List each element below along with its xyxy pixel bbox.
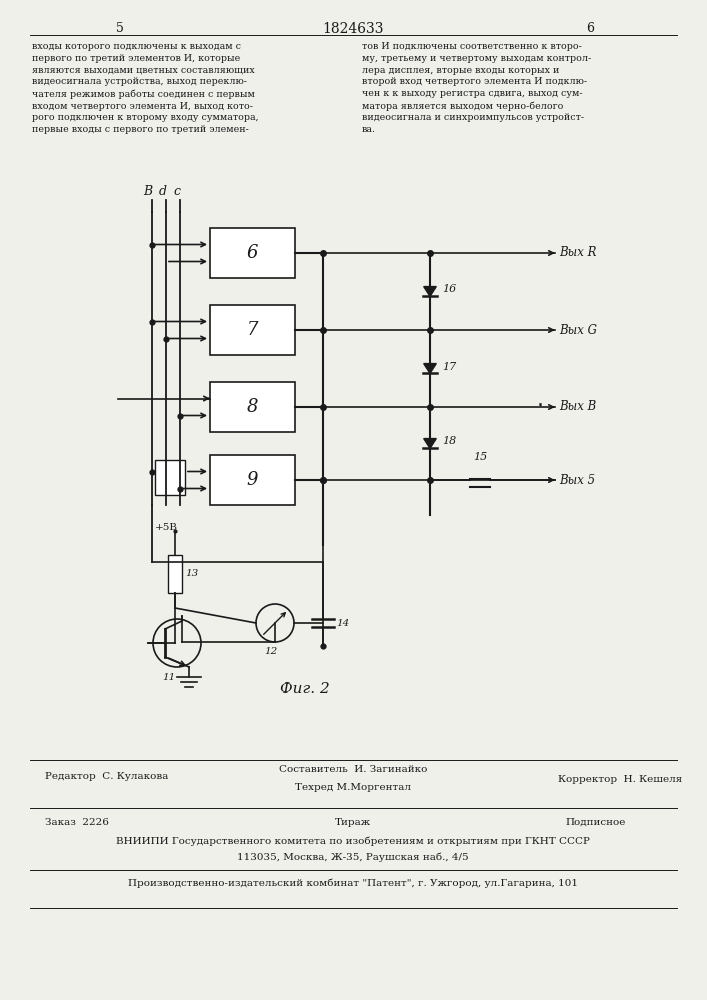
Text: 13: 13 bbox=[185, 570, 198, 578]
Bar bbox=[155, 460, 185, 495]
Text: Вых R: Вых R bbox=[559, 246, 597, 259]
Text: 15: 15 bbox=[473, 452, 487, 462]
Polygon shape bbox=[423, 364, 436, 373]
Text: 1824633: 1824633 bbox=[322, 22, 384, 36]
Text: Фиг. 2: Фиг. 2 bbox=[280, 682, 330, 696]
Text: 7: 7 bbox=[247, 321, 258, 339]
Text: ·: · bbox=[537, 396, 544, 416]
Text: Заказ  2226: Заказ 2226 bbox=[45, 818, 109, 827]
Text: 14: 14 bbox=[336, 618, 349, 628]
Text: d: d bbox=[159, 185, 167, 198]
Text: c: c bbox=[173, 185, 180, 198]
Bar bbox=[210, 228, 295, 278]
Text: Вых 5: Вых 5 bbox=[559, 474, 595, 487]
Bar bbox=[210, 382, 295, 432]
Text: +5В: +5В bbox=[155, 522, 178, 532]
Bar bbox=[210, 305, 295, 355]
Text: ВНИИПИ Государственного комитета по изобретениям и открытиям при ГКНТ СССР: ВНИИПИ Государственного комитета по изоб… bbox=[116, 836, 590, 846]
Text: 9: 9 bbox=[247, 471, 258, 489]
Text: 11: 11 bbox=[163, 673, 175, 682]
Text: Производственно-издательский комбинат "Патент", г. Ужгород, ул.Гагарина, 101: Производственно-издательский комбинат "П… bbox=[128, 878, 578, 888]
Text: входы которого подключены к выходам с
первого по третий элементов И, которые
явл: входы которого подключены к выходам с пе… bbox=[32, 42, 259, 134]
Polygon shape bbox=[423, 439, 436, 448]
Text: Вых В: Вых В bbox=[559, 400, 596, 414]
Text: 18: 18 bbox=[442, 436, 456, 446]
Text: 6: 6 bbox=[586, 22, 594, 35]
Text: Тираж: Тираж bbox=[335, 818, 371, 827]
Text: Составитель  И. Загинайко: Составитель И. Загинайко bbox=[279, 765, 427, 774]
Text: Техред М.Моргентал: Техред М.Моргентал bbox=[295, 783, 411, 792]
Text: Вых G: Вых G bbox=[559, 324, 597, 336]
Text: тов И подключены соответственно к второ-
му, третьему и четвертому выходам контр: тов И подключены соответственно к второ-… bbox=[362, 42, 591, 134]
Text: Редактор  С. Кулакова: Редактор С. Кулакова bbox=[45, 772, 168, 781]
Text: 113035, Москва, Ж-35, Раушская наб., 4/5: 113035, Москва, Ж-35, Раушская наб., 4/5 bbox=[237, 852, 469, 861]
Text: B: B bbox=[144, 185, 153, 198]
Text: 16: 16 bbox=[442, 284, 456, 294]
Text: 5: 5 bbox=[116, 22, 124, 35]
Bar bbox=[168, 555, 182, 593]
Text: Корректор  Н. Кешеля: Корректор Н. Кешеля bbox=[558, 775, 682, 784]
Polygon shape bbox=[423, 287, 436, 296]
Text: 12: 12 bbox=[264, 647, 278, 656]
Bar bbox=[210, 455, 295, 505]
Text: 6: 6 bbox=[247, 244, 258, 262]
Text: Подписное: Подписное bbox=[565, 818, 626, 827]
Text: 17: 17 bbox=[442, 361, 456, 371]
Text: 8: 8 bbox=[247, 398, 258, 416]
